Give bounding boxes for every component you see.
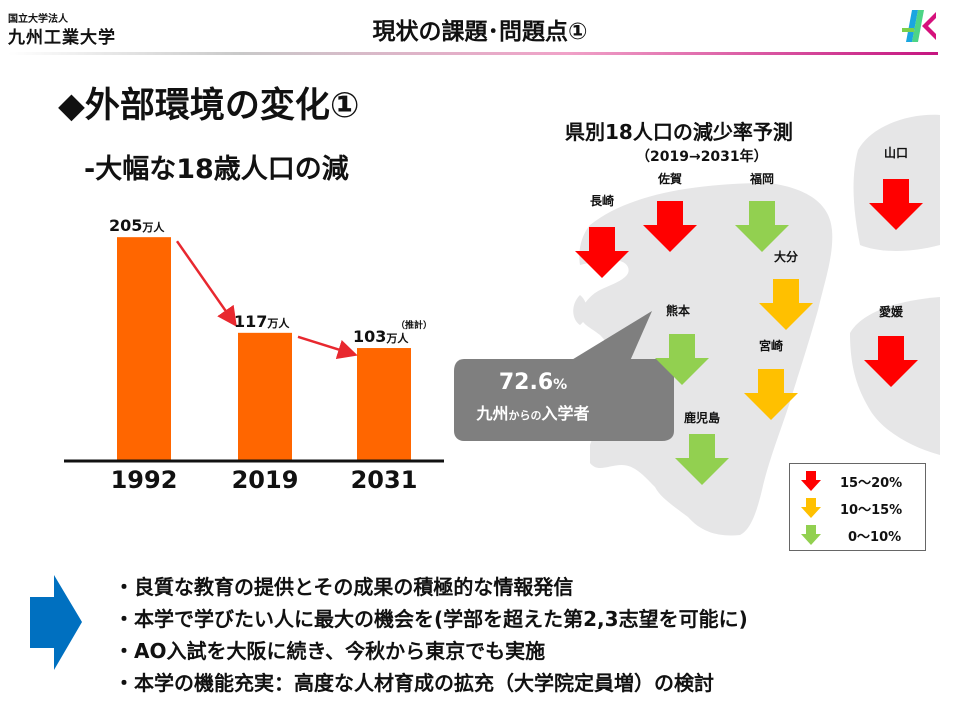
red-down-arrow-icon [643, 201, 697, 252]
trend-arrow [297, 335, 358, 360]
header-divider [8, 52, 938, 55]
legend-label: 0～10% [848, 530, 902, 545]
callout-percentage-unit: % [553, 377, 568, 393]
prefecture-label: 熊本 [666, 303, 690, 318]
callout-percentage-value: 72.6 [498, 370, 554, 395]
orange-down-arrow-icon [759, 279, 813, 330]
bullet-item: ・良質な教育の提供とその成果の積極的な情報発信 [114, 575, 574, 599]
legend-item-red: 15～20% [796, 468, 921, 492]
prefecture-label: 大分 [774, 249, 798, 264]
bullet-item: ・AO入試を大阪に続き、今秋から東京でも実施 [114, 639, 546, 663]
callout-caption: 九州からの入学者 [458, 400, 608, 424]
callout-bubble [454, 359, 674, 441]
legend-label: 15～20% [840, 476, 903, 491]
data-label-2019: 117万人 [234, 312, 290, 331]
map-subtitle: （2019→2031年） [636, 149, 768, 165]
bar-2019 [238, 332, 292, 460]
green-down-arrow-icon [655, 334, 709, 385]
population-bar-chart: 205万人 1992 117万人 2019 103万人 2031 （推計） [64, 216, 444, 494]
prefecture-label: 宮崎 [759, 338, 783, 353]
callout-caption-part1: 九州 [476, 404, 509, 423]
prefecture-label: 長崎 [590, 193, 614, 208]
tsushima-landmass [573, 295, 587, 325]
callout-caption-part2: からの [508, 409, 542, 422]
orange-down-arrow-icon [801, 498, 821, 518]
data-label-1992: 205万人 [109, 216, 165, 235]
red-down-arrow-icon [869, 179, 923, 230]
prefecture-label: 愛媛 [879, 304, 904, 319]
callout-caption-part3: 入学者 [541, 404, 590, 423]
prefecture-label: 福岡 [749, 171, 774, 186]
legend-item-green: 0～10% [796, 522, 921, 546]
prefecture-label: 佐賀 [657, 171, 682, 186]
red-down-arrow-icon [801, 471, 821, 491]
prefecture-label: 鹿児島 [684, 410, 720, 425]
prefecture-label: 山口 [884, 145, 908, 160]
red-down-arrow-icon [575, 227, 629, 278]
bar-2031 [357, 348, 411, 460]
sub-heading: -大幅な18歳人口の減 [84, 154, 349, 185]
map-title: 県別18人口の減少率予測 [565, 120, 793, 144]
x-tick-label: 2031 [351, 466, 418, 494]
callout-pointer [570, 311, 652, 361]
bullet-item: ・本学で学びたい人に最大の機会を(学部を超えた第2,3志望を可能に) [114, 607, 748, 631]
main-heading: ◆外部環境の変化① [58, 86, 360, 126]
x-tick-label: 1992 [111, 466, 178, 494]
trend-arrow [175, 240, 237, 327]
green-down-arrow-icon [801, 525, 821, 545]
x-tick-label: 2019 [232, 466, 299, 494]
estimate-annotation: （推計） [396, 319, 432, 331]
university-name: 九州工業大学 [8, 28, 116, 48]
bullet-item: ・本学の機能充実：高度な人材育成の拡充（大学院定員増）の検討 [114, 671, 714, 695]
orange-down-arrow-icon [744, 369, 798, 420]
slide-header-title: 現状の課題･問題点① [372, 19, 588, 45]
green-down-arrow-icon [735, 201, 789, 252]
data-label-2031: 103万人 [353, 327, 409, 346]
legend-label: 10～15% [840, 503, 903, 518]
red-down-arrow-icon [864, 336, 918, 387]
blue-right-arrow-icon [30, 575, 82, 670]
map-legend: 15～20% 10～15% 0～10% [789, 463, 926, 551]
bar-1992 [117, 237, 171, 460]
university-category-label: 国立大学法人 [8, 14, 68, 25]
legend-item-orange: 10～15% [796, 495, 921, 519]
green-down-arrow-icon [675, 434, 729, 485]
university-logo-icon [902, 10, 936, 42]
callout-percentage: 72.6% [458, 370, 608, 395]
